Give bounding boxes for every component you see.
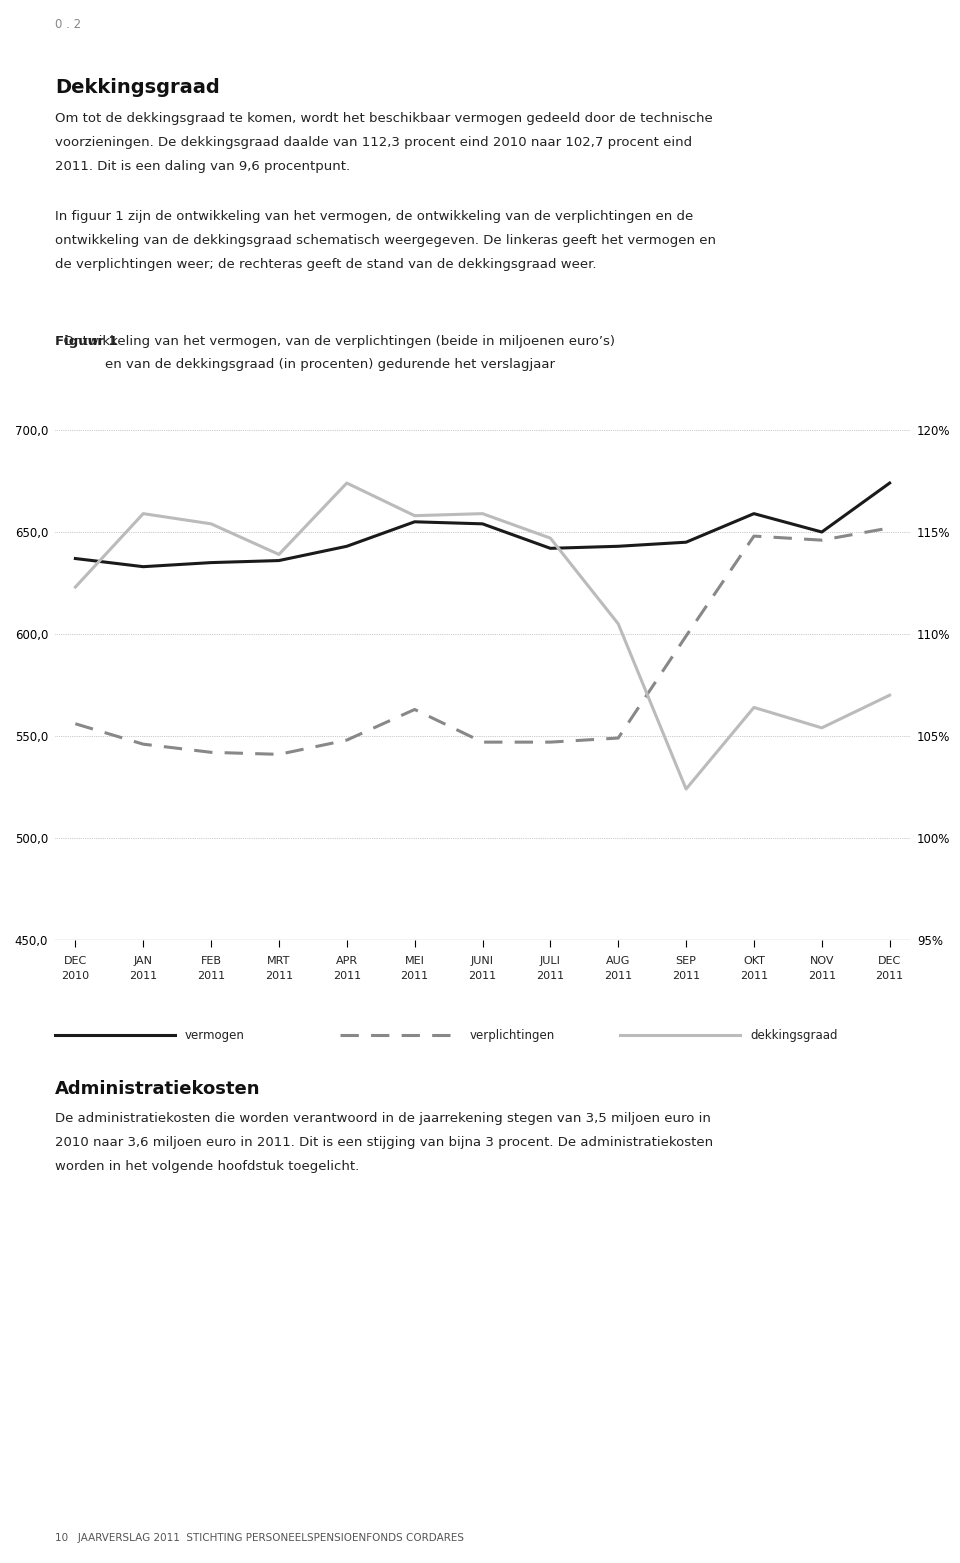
Text: Dekkingsgraad: Dekkingsgraad [55, 78, 220, 97]
Text: 2011: 2011 [333, 971, 361, 982]
Text: Administratiekosten: Administratiekosten [55, 1080, 260, 1097]
Text: 2010: 2010 [61, 971, 89, 982]
Text: Ontwikkeling van het vermogen, van de verplichtingen (beide in miljoenen euro’s): Ontwikkeling van het vermogen, van de ve… [55, 334, 615, 349]
Text: In figuur 1 zijn de ontwikkeling van het vermogen, de ontwikkeling van de verpli: In figuur 1 zijn de ontwikkeling van het… [55, 209, 693, 224]
Text: 0 . 2: 0 . 2 [55, 19, 82, 31]
Text: worden in het volgende hoofdstuk toegelicht.: worden in het volgende hoofdstuk toegeli… [55, 1160, 359, 1172]
Text: JAN: JAN [133, 955, 153, 966]
Text: 2011: 2011 [537, 971, 564, 982]
Text: FEB: FEB [201, 955, 222, 966]
Text: MRT: MRT [267, 955, 291, 966]
Text: voorzieningen. De dekkingsgraad daalde van 112,3 procent eind 2010 naar 102,7 pr: voorzieningen. De dekkingsgraad daalde v… [55, 136, 692, 148]
Text: 2011: 2011 [265, 971, 293, 982]
Text: De administratiekosten die worden verantwoord in de jaarrekening stegen van 3,5 : De administratiekosten die worden verant… [55, 1111, 710, 1125]
Text: 2011: 2011 [740, 971, 768, 982]
Text: NOV: NOV [809, 955, 834, 966]
Text: DEC: DEC [878, 955, 901, 966]
Text: vermogen: vermogen [185, 1028, 245, 1043]
Text: 2011: 2011 [197, 971, 226, 982]
Text: OKT: OKT [743, 955, 765, 966]
Text: JUNI: JUNI [471, 955, 494, 966]
Text: 10   JAARVERSLAG 2011  STICHTING PERSONEELSPENSIOENFONDS CORDARES: 10 JAARVERSLAG 2011 STICHTING PERSONEELS… [55, 1533, 464, 1543]
Text: MEI: MEI [405, 955, 424, 966]
Text: verplichtingen: verplichtingen [470, 1028, 555, 1043]
Text: Om tot de dekkingsgraad te komen, wordt het beschikbaar vermogen gedeeld door de: Om tot de dekkingsgraad te komen, wordt … [55, 113, 712, 125]
Text: 2011: 2011 [468, 971, 496, 982]
Text: 2011: 2011 [876, 971, 903, 982]
Text: APR: APR [336, 955, 358, 966]
Text: de verplichtingen weer; de rechteras geeft de stand van de dekkingsgraad weer.: de verplichtingen weer; de rechteras gee… [55, 258, 596, 270]
Text: JULI: JULI [540, 955, 561, 966]
Text: 2011: 2011 [400, 971, 429, 982]
Text: DEC: DEC [63, 955, 87, 966]
Text: 2010 naar 3,6 miljoen euro in 2011. Dit is een stijging van bijna 3 procent. De : 2010 naar 3,6 miljoen euro in 2011. Dit … [55, 1136, 713, 1149]
Text: 2011: 2011 [672, 971, 700, 982]
Text: Figuur 1: Figuur 1 [55, 334, 118, 349]
Text: AUG: AUG [606, 955, 631, 966]
Text: ontwikkeling van de dekkingsgraad schematisch weergegeven. De linkeras geeft het: ontwikkeling van de dekkingsgraad schema… [55, 234, 716, 247]
Text: en van de dekkingsgraad (in procenten) gedurende het verslagjaar: en van de dekkingsgraad (in procenten) g… [105, 358, 555, 370]
Text: 2011: 2011 [807, 971, 836, 982]
Text: 2011. Dit is een daling van 9,6 procentpunt.: 2011. Dit is een daling van 9,6 procentp… [55, 159, 350, 173]
Text: SEP: SEP [676, 955, 697, 966]
Text: 2011: 2011 [604, 971, 633, 982]
Text: 2011: 2011 [130, 971, 157, 982]
Text: dekkingsgraad: dekkingsgraad [750, 1028, 837, 1043]
